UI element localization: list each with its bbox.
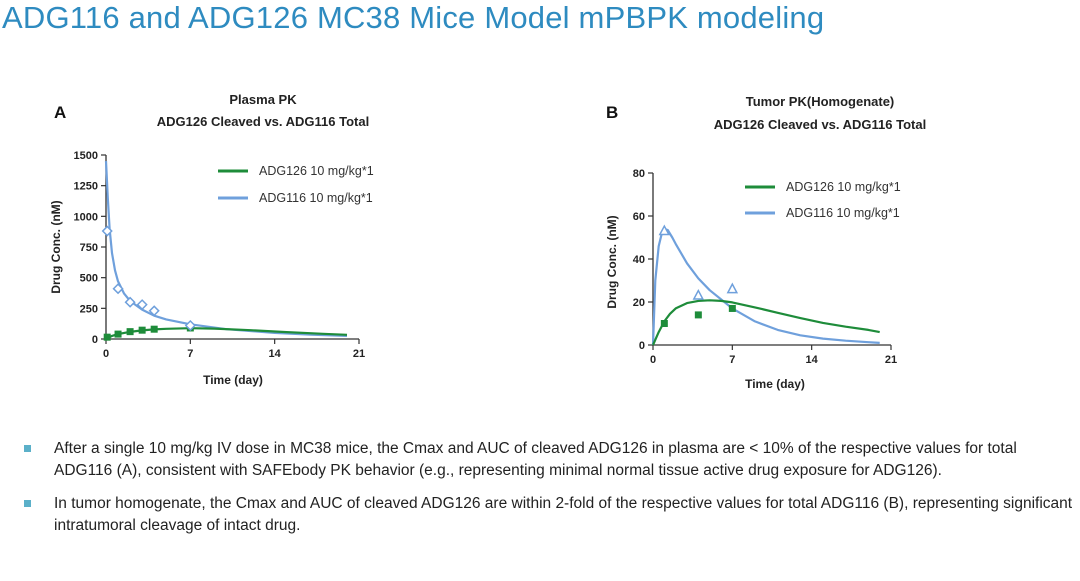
slide-title: ADG116 and ADG126 MC38 Mice Model mPBPK … — [2, 0, 825, 35]
chart-a-point-adg116 — [136, 299, 148, 311]
chart-b-point-adg116 — [726, 282, 739, 294]
chart-a-y-tick-label: 1000 — [74, 211, 98, 223]
chart-plasma-pk: A Plasma PK ADG126 Cleaved vs. ADG116 To… — [49, 92, 374, 387]
chart-b-y-tick-label: 0 — [639, 340, 645, 352]
panel-letter-b: B — [606, 103, 618, 122]
bullet-text: After a single 10 mg/kg IV dose in MC38 … — [54, 440, 1017, 479]
chart-b-point-adg116 — [658, 224, 671, 236]
chart-a-y-axis-label: Drug Conc. (nM) — [49, 200, 63, 293]
chart-a-point-adg126 — [114, 330, 122, 338]
chart-a-title-line-1: Plasma PK — [229, 92, 297, 107]
chart-b-y-tick-label: 80 — [633, 168, 645, 180]
chart-a-point-adg126 — [126, 328, 134, 336]
chart-a-x-tick-label: 7 — [187, 348, 193, 360]
chart-b-y-tick-label: 20 — [633, 297, 645, 309]
chart-a-point-adg116 — [124, 296, 136, 308]
bullet-item: After a single 10 mg/kg IV dose in MC38 … — [16, 438, 1076, 481]
chart-a-y-tick-label: 1500 — [74, 150, 98, 162]
bullet-square-icon — [24, 445, 31, 452]
chart-a-point-adg126 — [150, 325, 158, 333]
chart-a-y-tick-label: 750 — [80, 242, 98, 254]
chart-a-y-tick-label: 500 — [80, 273, 98, 285]
chart-b-legend: ADG126 10 mg/kg*1 ADG116 10 mg/kg*1 — [745, 180, 901, 220]
chart-a-legend: ADG126 10 mg/kg*1 ADG116 10 mg/kg*1 — [218, 164, 374, 205]
panel-letter-a: A — [54, 103, 66, 122]
bullet-text: In tumor homogenate, the Cmax and AUC of… — [54, 495, 1073, 534]
chart-b-y-tick-label: 60 — [633, 211, 645, 223]
chart-a-y-tick-label: 1250 — [74, 181, 98, 193]
chart-a-legend-label-adg116: ADG116 10 mg/kg*1 — [259, 191, 373, 205]
chart-a-point-adg116 — [148, 305, 160, 317]
chart-b-x-tick-label: 21 — [885, 354, 897, 366]
chart-a-x-tick-label: 0 — [103, 348, 109, 360]
chart-a-x-tick-label: 21 — [353, 348, 365, 360]
bullet-square-icon — [24, 500, 31, 507]
findings-bullet-list: After a single 10 mg/kg IV dose in MC38 … — [16, 438, 1076, 536]
chart-b-point-adg126 — [728, 304, 736, 312]
chart-a-y-tick-label: 250 — [80, 303, 98, 315]
chart-b-legend-label-adg126: ADG126 10 mg/kg*1 — [786, 180, 901, 194]
chart-a-legend-label-adg126: ADG126 10 mg/kg*1 — [259, 164, 374, 178]
chart-b-plot-area: 0 20 40 60 80 0 7 14 21 — [633, 168, 897, 366]
chart-a-plot-area: 0 250 500 750 1000 1250 1500 0 7 14 21 — [74, 150, 366, 360]
bullet-item: In tumor homogenate, the Cmax and AUC of… — [16, 493, 1076, 536]
chart-b-title-line-1: Tumor PK(Homogenate) — [746, 94, 895, 109]
chart-a-y-tick-label: 0 — [92, 334, 98, 346]
chart-a-point-adg126 — [138, 326, 146, 334]
chart-b-y-tick-label: 40 — [633, 254, 645, 266]
chart-a-point-adg116 — [184, 319, 196, 332]
chart-a-title-line-2: ADG126 Cleaved vs. ADG116 Total — [157, 114, 369, 129]
chart-a-point-adg116 — [101, 225, 113, 237]
chart-a-point-adg116 — [112, 283, 124, 295]
chart-b-x-tick-label: 7 — [729, 354, 735, 366]
chart-b-title-line-2: ADG126 Cleaved vs. ADG116 Total — [714, 117, 926, 132]
chart-b-y-axis-label: Drug Conc. (nM) — [605, 215, 619, 308]
chart-b-x-axis-label: Time (day) — [745, 377, 805, 391]
chart-b-point-adg126 — [660, 320, 668, 327]
chart-b-point-adg116 — [692, 288, 705, 300]
chart-tumor-pk: B Tumor PK(Homogenate) ADG126 Cleaved vs… — [605, 94, 926, 391]
chart-b-series-line-adg126 — [651, 299, 880, 346]
chart-b-x-tick-label: 0 — [650, 354, 656, 366]
chart-b-legend-label-adg116: ADG116 10 mg/kg*1 — [786, 206, 900, 220]
chart-a-point-adg126 — [103, 333, 111, 341]
chart-a-x-tick-label: 14 — [269, 348, 282, 360]
chart-a-x-axis-label: Time (day) — [203, 373, 263, 387]
chart-b-x-tick-label: 14 — [806, 354, 819, 366]
chart-b-point-adg126 — [694, 311, 702, 319]
